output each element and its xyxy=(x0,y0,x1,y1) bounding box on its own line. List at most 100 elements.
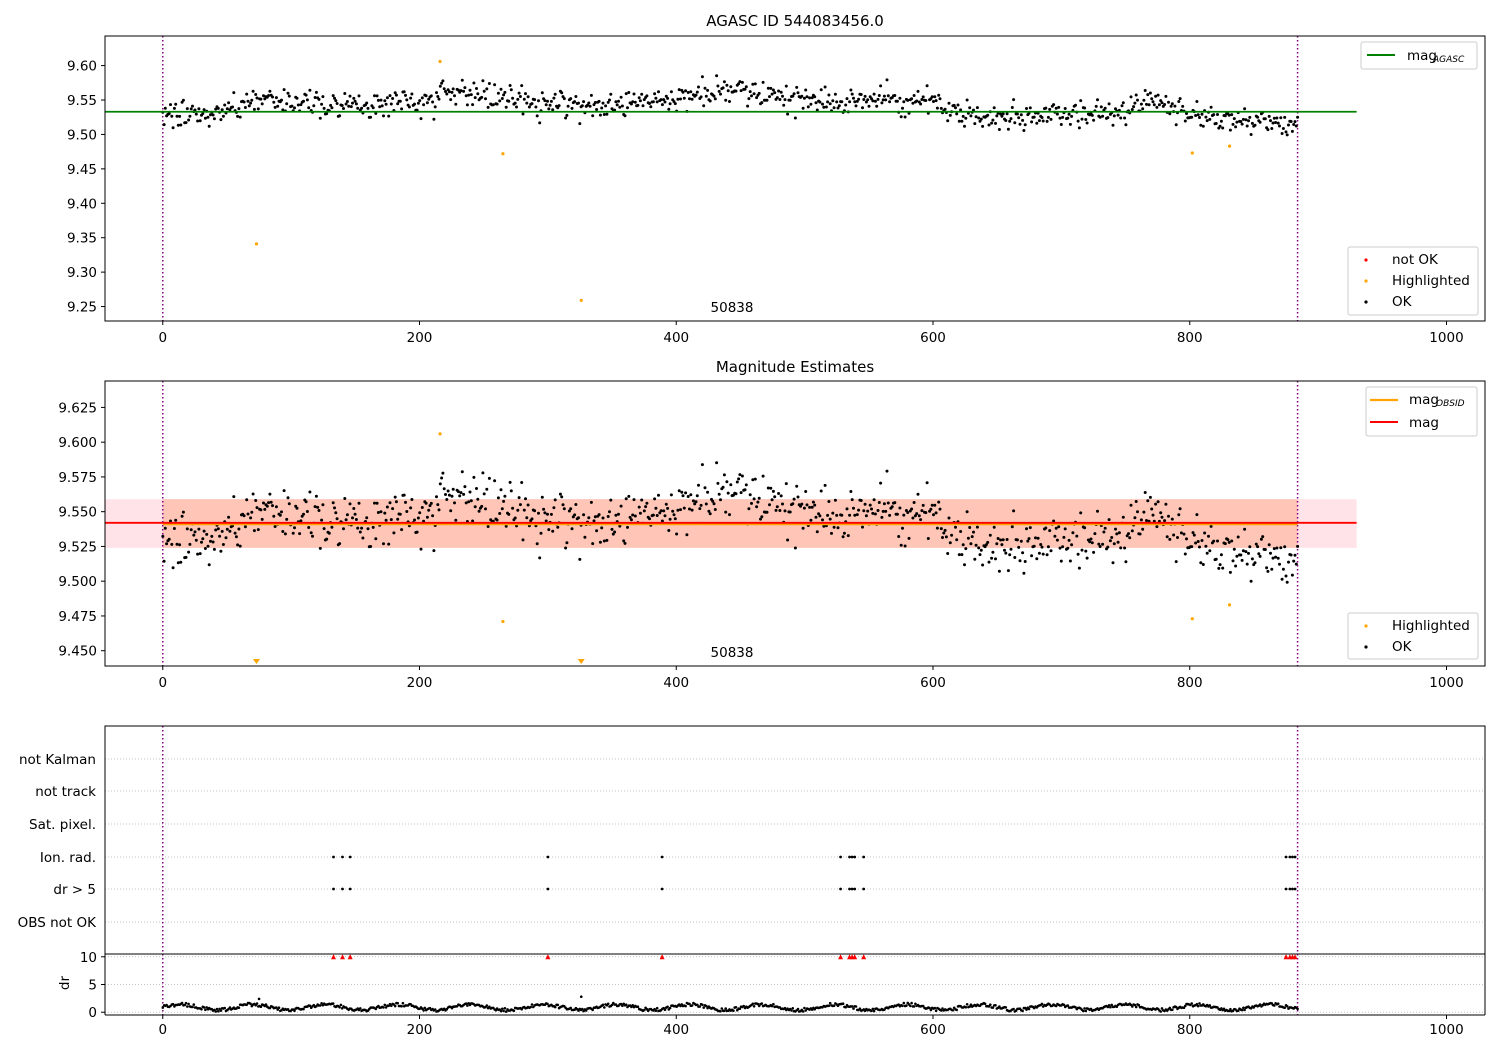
ok-point xyxy=(615,103,619,107)
ok-point xyxy=(329,103,333,107)
ok-point xyxy=(1068,122,1072,126)
ok-point xyxy=(256,107,260,111)
ok-point xyxy=(977,546,981,550)
dr-x-tick-label: 400 xyxy=(663,1022,689,1038)
ok-point xyxy=(567,509,571,513)
ok-point xyxy=(1269,551,1272,555)
ok-point xyxy=(697,483,700,487)
ok-point xyxy=(1139,102,1143,106)
ok-point xyxy=(1221,566,1225,570)
ok-point xyxy=(1044,526,1048,530)
ok-point xyxy=(389,518,393,522)
panel-2-y-tick-label: 9.600 xyxy=(58,435,97,451)
ok-point xyxy=(1119,546,1123,550)
ok-point xyxy=(629,102,633,106)
dr-point xyxy=(259,1005,263,1008)
ok-point xyxy=(1001,112,1005,116)
ok-point xyxy=(924,99,928,102)
ok-point xyxy=(1245,124,1249,128)
ok-point xyxy=(627,91,631,94)
ok-point xyxy=(1261,535,1265,539)
ok-point xyxy=(210,534,214,538)
ok-point xyxy=(1245,562,1249,566)
dr-point xyxy=(396,1001,400,1005)
ok-point xyxy=(1216,113,1219,116)
ok-point xyxy=(254,499,258,502)
dr-point xyxy=(1243,1008,1246,1012)
ok-point xyxy=(1076,552,1080,556)
ok-point xyxy=(771,88,775,92)
ok-point xyxy=(389,102,393,106)
ok-point xyxy=(447,90,451,94)
ok-point xyxy=(360,526,364,530)
ok-point xyxy=(482,492,486,496)
ok-point xyxy=(436,95,440,98)
ok-point xyxy=(437,97,441,101)
dr-point xyxy=(1082,1009,1085,1013)
legend-box xyxy=(1360,41,1478,70)
ok-point xyxy=(1102,530,1106,534)
dr-point xyxy=(905,1004,908,1007)
ok-point xyxy=(348,502,352,506)
ok-point xyxy=(196,552,200,556)
ok-point xyxy=(622,539,626,543)
ok-point xyxy=(176,123,180,127)
ok-point xyxy=(819,489,823,493)
ok-point xyxy=(631,100,635,104)
ok-point xyxy=(454,518,458,522)
ok-point xyxy=(920,98,924,101)
ok-point xyxy=(1040,116,1044,119)
ok-point xyxy=(663,100,667,104)
ok-point xyxy=(932,513,935,517)
ok-point xyxy=(220,529,224,533)
dr-point xyxy=(1242,1006,1245,1010)
ok-point xyxy=(509,88,513,92)
ok-point xyxy=(729,483,733,487)
flag-point xyxy=(848,887,851,891)
ok-point xyxy=(879,481,883,485)
legend-subscript-agasc: AGASC xyxy=(1432,55,1465,65)
ok-point xyxy=(619,95,623,99)
dr-point xyxy=(485,1004,489,1007)
ok-point xyxy=(673,517,677,521)
ok-point xyxy=(1077,126,1081,130)
ok-point xyxy=(660,103,664,107)
dr-point xyxy=(275,1006,278,1009)
ok-point xyxy=(853,100,857,104)
ok-point xyxy=(1103,106,1107,110)
ok-point xyxy=(1223,542,1227,546)
ok-point xyxy=(925,481,929,485)
dr-outlier-marker xyxy=(545,954,551,960)
ok-point xyxy=(1022,571,1026,575)
ok-point xyxy=(821,518,824,522)
ok-point xyxy=(1036,536,1040,540)
ok-point xyxy=(1281,127,1285,130)
ok-point xyxy=(828,102,832,106)
ok-point xyxy=(469,499,473,503)
ok-point xyxy=(187,550,191,554)
ok-point xyxy=(779,90,783,94)
ok-point xyxy=(540,495,544,499)
ok-point xyxy=(1276,121,1280,125)
ok-point xyxy=(597,513,601,517)
dr-point xyxy=(655,1006,659,1010)
ok-point xyxy=(283,532,287,536)
ok-point xyxy=(485,487,489,491)
ok-point xyxy=(453,94,456,98)
ok-point xyxy=(352,96,356,100)
ok-point xyxy=(1150,507,1154,511)
ok-point xyxy=(267,501,271,505)
ok-point xyxy=(722,80,726,84)
ok-point xyxy=(633,100,637,104)
dr-point xyxy=(1184,1004,1187,1008)
ok-point xyxy=(988,533,992,537)
ok-point xyxy=(400,528,404,532)
dr-point xyxy=(331,1002,335,1005)
ok-point xyxy=(712,502,716,506)
ok-point xyxy=(844,103,848,107)
ok-point xyxy=(1106,116,1110,120)
ok-point xyxy=(243,525,247,529)
legend-label-mag-obsid: mag xyxy=(1409,392,1439,408)
ok-point xyxy=(520,84,524,88)
